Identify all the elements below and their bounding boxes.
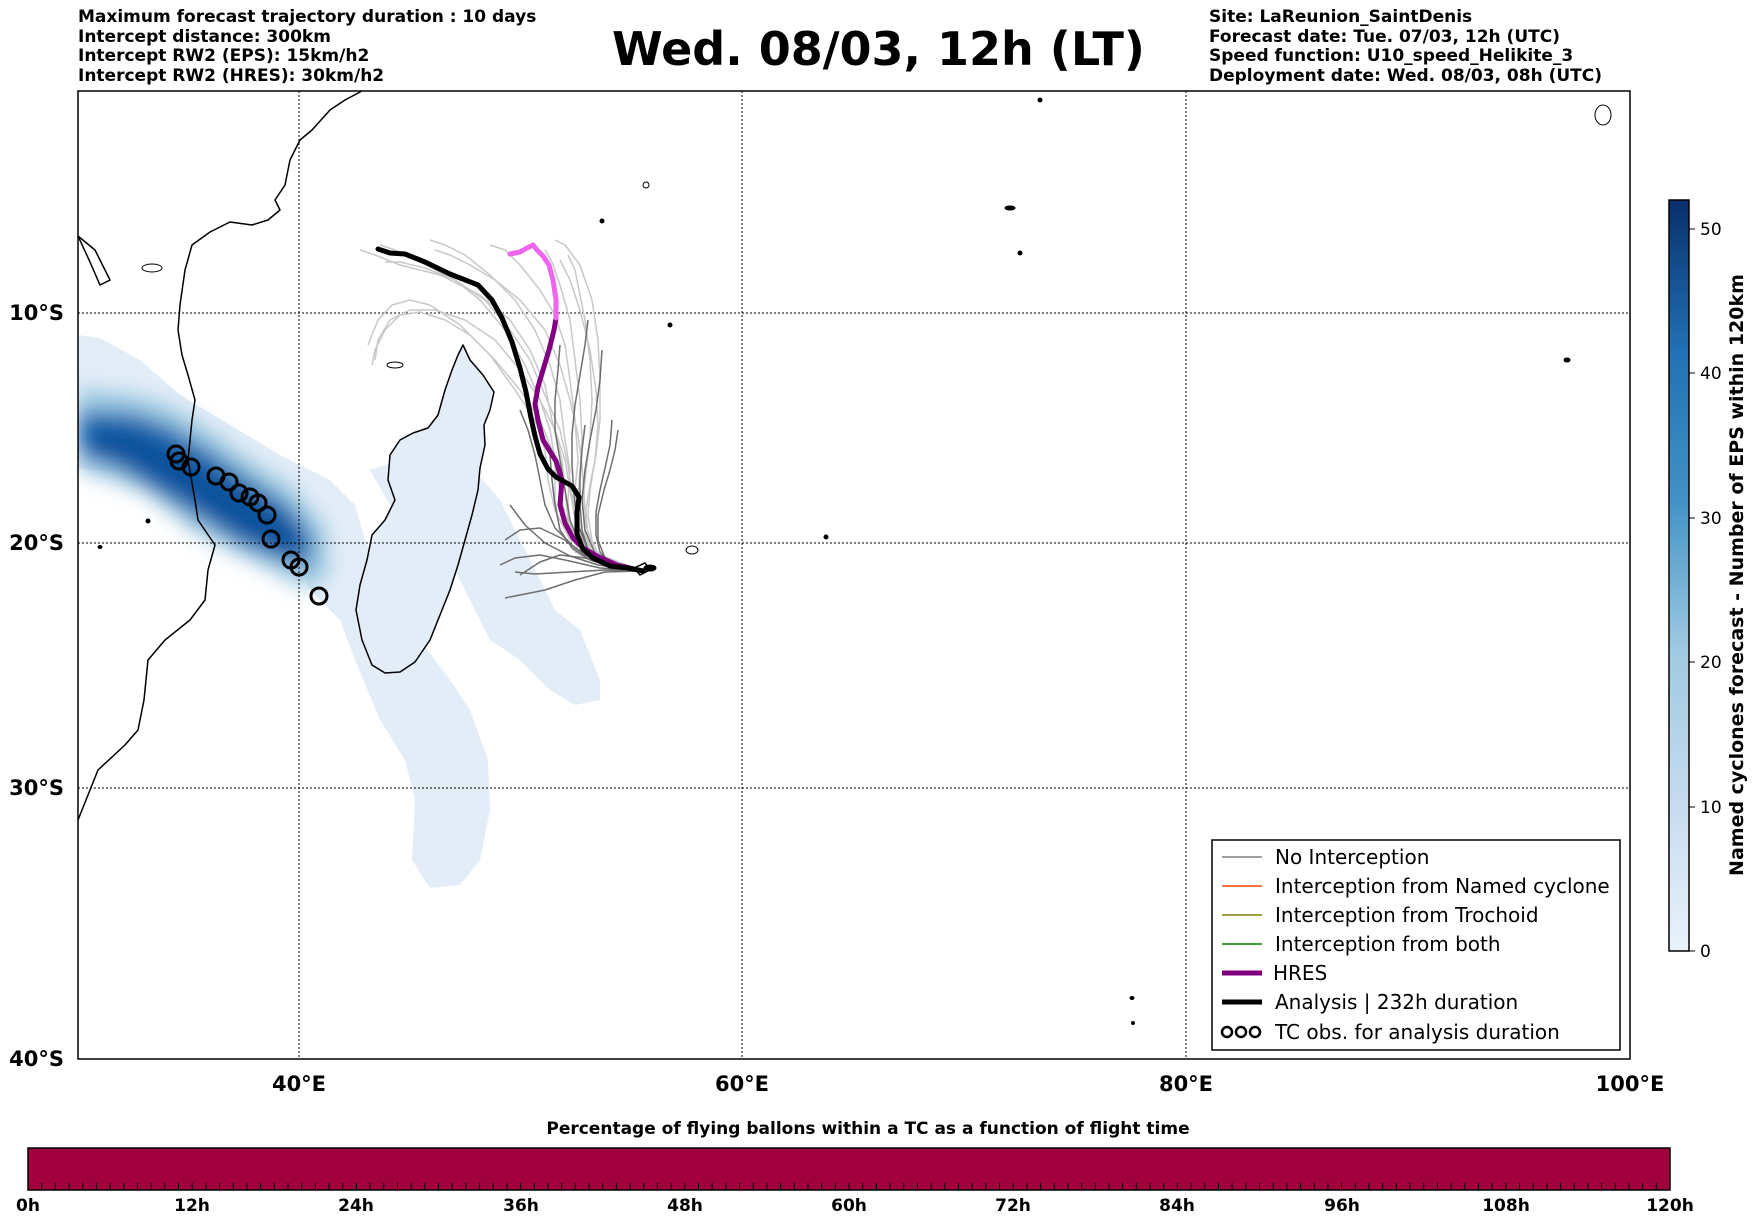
colorbar-right: 0 10 20 30 40 50 Named cyclones forecast… [1668,199,1748,962]
x-tick-label: 100°E [1596,1072,1665,1096]
legend-label: No Interception [1275,845,1429,869]
islands [97,97,1612,1025]
time-bar-minor-ticks [41,1183,1657,1190]
legend-label: Interception from Trochoid [1275,903,1539,927]
map-axis-labels: 40°E 60°E 80°E 100°E 10°S 20°S 30°S 40°S [9,301,1664,1096]
time-tick-label: 0h [16,1196,40,1216]
time-bar-title: Percentage of flying ballons within a TC… [546,1119,1189,1139]
y-tick-label: 10°S [9,301,64,325]
y-tick-label: 20°S [9,531,64,555]
tc-observations [166,444,329,606]
header-line: Deployment date: Wed. 08/03, 08h (UTC) [1209,65,1603,86]
colorbar-tick-label: 30 [1700,509,1722,529]
time-tick-label: 24h [338,1196,374,1216]
colorbar-tick-label: 10 [1700,798,1722,818]
colorbar-tick-label: 20 [1700,653,1722,673]
header-line: Forecast date: Tue. 07/03, 12h (UTC) [1209,26,1560,47]
analysis-trajectory [375,246,646,574]
legend-label: TC obs. for analysis duration [1274,1020,1560,1044]
legend: No Interception Interception from Named … [1211,839,1621,1051]
y-tick-label: 40°S [9,1047,64,1071]
legend-swatch-markers [1220,1025,1262,1039]
colorbar-tick-label: 0 [1700,942,1711,962]
y-tick-label: 30°S [9,776,64,800]
map-area [78,91,1630,1059]
time-tick-label: 96h [1324,1196,1360,1216]
map-grid [78,91,1630,1059]
time-tick-label: 36h [503,1196,539,1216]
cyclone-density-core [78,388,330,590]
map-frame [77,90,1631,1060]
colorbar-tick-label: 50 [1700,220,1722,240]
header-info-right: Site: LaReunion_SaintDenis Forecast date… [1209,7,1603,86]
legend-label: Interception from Named cyclone [1275,874,1610,898]
x-tick-label: 40°E [272,1072,326,1096]
time-tick-label: 108h [1482,1196,1530,1216]
header-info-left: Maximum forecast trajectory duration : 1… [78,7,537,86]
legend-label: Interception from both [1275,932,1501,956]
time-tick-label: 120h [1646,1196,1694,1216]
header-line: Maximum forecast trajectory duration : 1… [78,7,537,27]
time-tick-label: 48h [667,1196,703,1216]
colorbar-fill [1668,199,1690,952]
madagascar-coastline [355,344,495,674]
time-bar: Percentage of flying ballons within a TC… [16,1119,1694,1216]
x-tick-label: 80°E [1159,1072,1213,1096]
time-tick-label: 84h [1159,1196,1195,1216]
time-tick-label: 72h [995,1196,1031,1216]
colorbar-label: Named cyclones forecast - Number of EPS … [1726,274,1748,876]
legend-label: HRES [1273,961,1327,985]
colorbar-tick-label: 40 [1700,364,1722,384]
x-tick-label: 60°E [715,1072,769,1096]
page-title: Wed. 08/03, 12h (LT) [612,22,1145,76]
header-line: Speed function: U10_speed_Helikite_3 [1209,46,1574,66]
header-line: Intercept RW2 (HRES): 30km/h2 [78,65,385,86]
header-line: Intercept RW2 (EPS): 15km/h2 [78,46,370,66]
horn-of-africa-coastline [78,235,112,287]
legend-label: Analysis | 232h duration [1275,990,1518,1014]
time-tick-label: 60h [831,1196,867,1216]
reunion-island [632,562,652,576]
africa-coastline [78,91,363,821]
time-bar-ticks: 0h 12h 24h 36h 48h 60h 72h 84h 96h 108h … [16,1196,1694,1216]
legend-box [1211,839,1621,1051]
header-line: Intercept distance: 300km [78,26,331,47]
header-line: Site: LaReunion_SaintDenis [1209,7,1473,27]
time-tick-label: 12h [174,1196,210,1216]
